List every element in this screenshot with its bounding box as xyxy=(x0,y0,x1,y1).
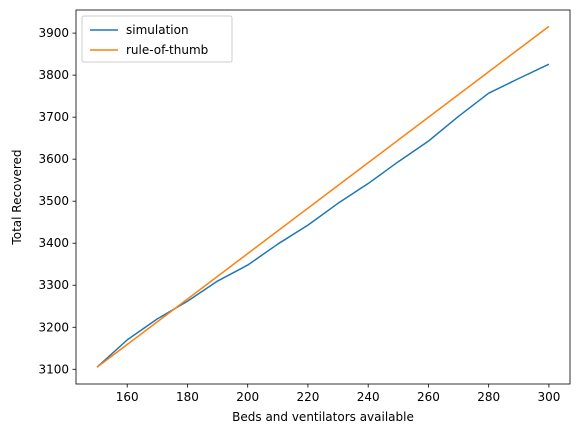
x-tick-label: 300 xyxy=(537,390,560,404)
x-tick-label: 240 xyxy=(357,390,380,404)
legend-label-simulation: simulation xyxy=(126,23,189,37)
y-tick-label: 3200 xyxy=(38,320,69,334)
series-line-rule-of-thumb xyxy=(96,25,550,368)
x-axis-label: Beds and ventilators available xyxy=(232,410,414,424)
legend: simulation rule-of-thumb xyxy=(81,15,233,63)
y-tick-label: 3600 xyxy=(38,152,69,166)
y-tick-label: 3400 xyxy=(38,236,69,250)
x-tick-label: 260 xyxy=(417,390,440,404)
y-axis: 3100 3200 3300 3400 3500 3600 3700 3800 3900 xyxy=(38,26,76,376)
x-tick-label: 220 xyxy=(296,390,319,404)
y-axis-label: Total Recovered xyxy=(10,149,24,245)
x-tick-label: 200 xyxy=(236,390,259,404)
x-tick-label: 160 xyxy=(116,390,139,404)
plot-frame xyxy=(75,9,571,385)
y-tick-label: 3500 xyxy=(38,194,69,208)
x-tick-label: 280 xyxy=(477,390,500,404)
legend-box xyxy=(81,15,233,63)
y-tick-label: 3900 xyxy=(38,26,69,40)
y-tick-label: 3800 xyxy=(38,68,69,82)
y-tick-label: 3300 xyxy=(38,278,69,292)
legend-label-rule-of-thumb: rule-of-thumb xyxy=(126,43,208,57)
series-layer xyxy=(96,25,550,368)
x-tick-label: 180 xyxy=(176,390,199,404)
y-tick-label: 3700 xyxy=(38,110,69,124)
series-line-simulation xyxy=(96,63,550,368)
y-tick-label: 3100 xyxy=(38,362,69,376)
x-axis: 160 180 200 220 240 260 280 300 xyxy=(116,384,560,404)
